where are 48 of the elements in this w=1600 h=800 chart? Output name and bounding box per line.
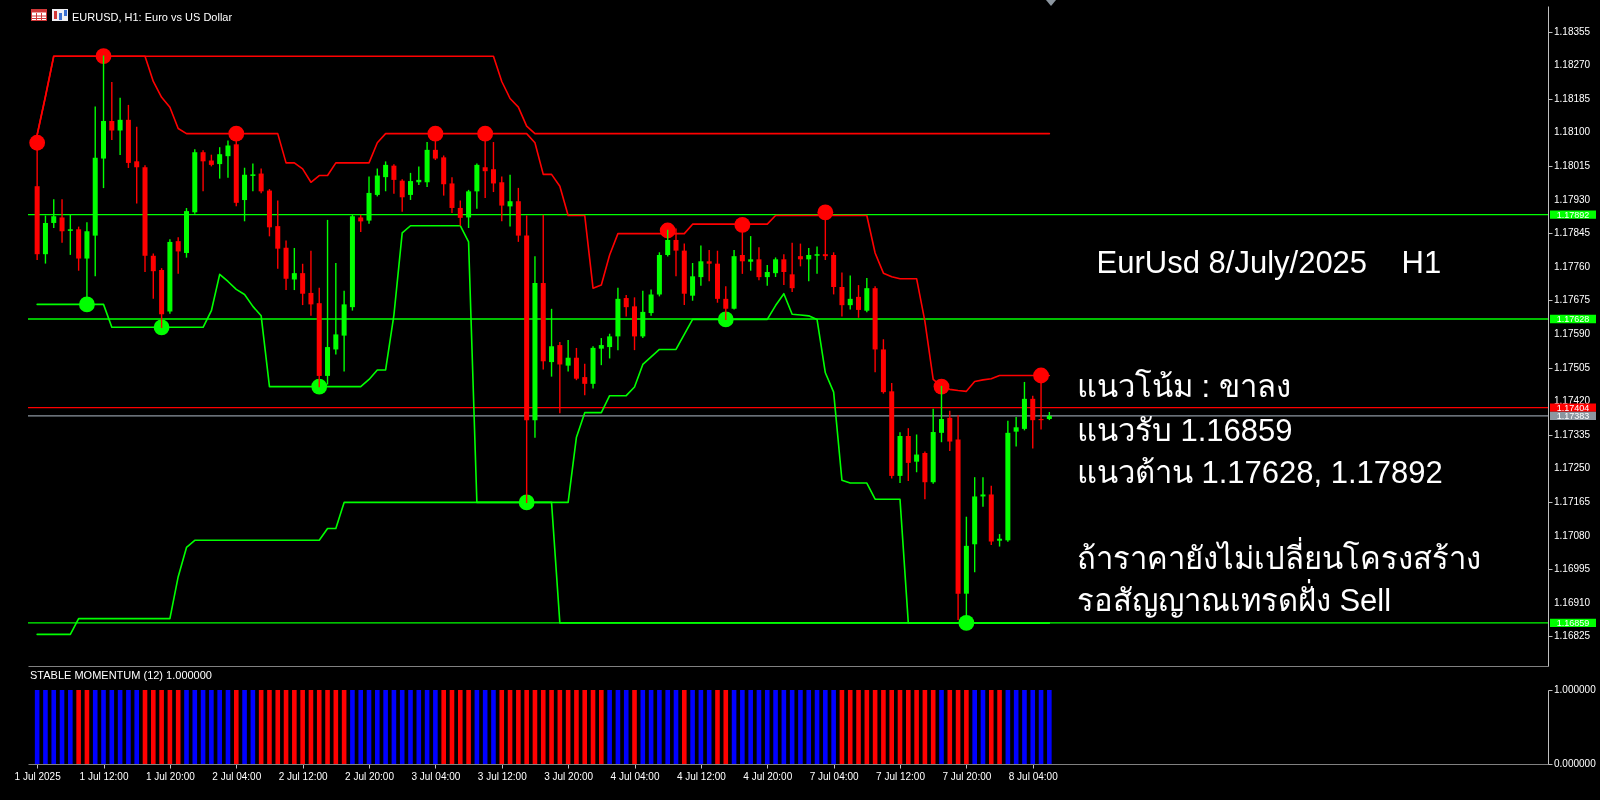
y-tick-label: 1.17505 <box>1554 361 1591 373</box>
x-tick-label: 7 Jul 12:00 <box>876 770 926 782</box>
ref-line-label: 1.17628 <box>1556 314 1590 325</box>
chart-title: STABLE MOMENTUM (12) 1.000000 <box>30 669 212 681</box>
ref-line-label: 1.16859 <box>1556 617 1590 628</box>
x-tick-label: 2 Jul 12:00 <box>278 770 329 782</box>
y-tick-label: 1.17930 <box>1554 193 1591 205</box>
y-tick-label: 1.18185 <box>1554 92 1591 104</box>
x-tick-label: 4 Jul 12:00 <box>676 770 727 782</box>
x-tick-label: 4 Jul 20:00 <box>743 770 793 782</box>
y-tick-label: 1.17335 <box>1554 428 1591 440</box>
x-tick-label: 1 Jul 12:00 <box>79 770 129 782</box>
x-tick-label: 1 Jul 20:00 <box>145 770 196 782</box>
annotation: EurUsd 8/July/2025 H1 <box>1096 245 1442 281</box>
x-tick-label: 3 Jul 20:00 <box>544 770 594 782</box>
y-tick-label: 1.000000 <box>1554 684 1597 695</box>
y-tick-label: 1.17590 <box>1554 328 1591 340</box>
annotation: รอสัญญาณเทรดฝั่ง Sell <box>1076 579 1392 619</box>
annotation: แนวต้าน 1.17628, 1.17892 <box>1076 455 1443 491</box>
y-tick-label: 1.17165 <box>1554 495 1591 507</box>
y-tick-label: 1.18015 <box>1554 160 1591 172</box>
y-tick-label: 1.18270 <box>1554 59 1591 71</box>
y-tick-label: 1.17080 <box>1554 529 1591 541</box>
y-tick-label: 1.18100 <box>1554 126 1591 138</box>
y-tick-label: 1.16995 <box>1554 563 1591 575</box>
y-tick-label: 1.17845 <box>1554 227 1591 239</box>
x-tick-label: 3 Jul 04:00 <box>411 770 461 782</box>
y-tick-label: 0.000000 <box>1554 758 1597 769</box>
x-tick-label: 2 Jul 20:00 <box>345 770 395 782</box>
y-tick-label: 1.18355 <box>1554 25 1591 37</box>
y-tick-label: 1.17250 <box>1554 462 1591 474</box>
ref-line-label: 1.17892 <box>1556 209 1590 220</box>
y-tick-label: 1.16825 <box>1554 630 1591 642</box>
ref-line-label: 1.17383 <box>1556 410 1590 421</box>
x-tick-label: 4 Jul 04:00 <box>610 770 660 782</box>
y-tick-label: 1.17675 <box>1554 294 1591 306</box>
x-tick-label: 2 Jul 04:00 <box>212 770 262 782</box>
annotation: ถ้าราคายังไม่เปลี่ยนโครงสร้าง <box>1076 536 1481 576</box>
chart-title: EURUSD, H1: Euro vs US Dollar <box>72 11 233 23</box>
x-tick-label: 7 Jul 04:00 <box>809 770 860 782</box>
annotation: แนวรับ 1.16859 <box>1076 412 1293 448</box>
x-tick-label: 1 Jul 2025 <box>14 770 62 782</box>
x-tick-label: 8 Jul 04:00 <box>1008 770 1059 782</box>
y-tick-label: 1.16910 <box>1554 596 1591 608</box>
y-tick-label: 1.17760 <box>1554 260 1591 272</box>
x-tick-label: 7 Jul 20:00 <box>942 770 992 782</box>
x-tick-label: 3 Jul 12:00 <box>477 770 528 782</box>
annotation: แนวโน้ม : ขาลง <box>1076 368 1291 404</box>
